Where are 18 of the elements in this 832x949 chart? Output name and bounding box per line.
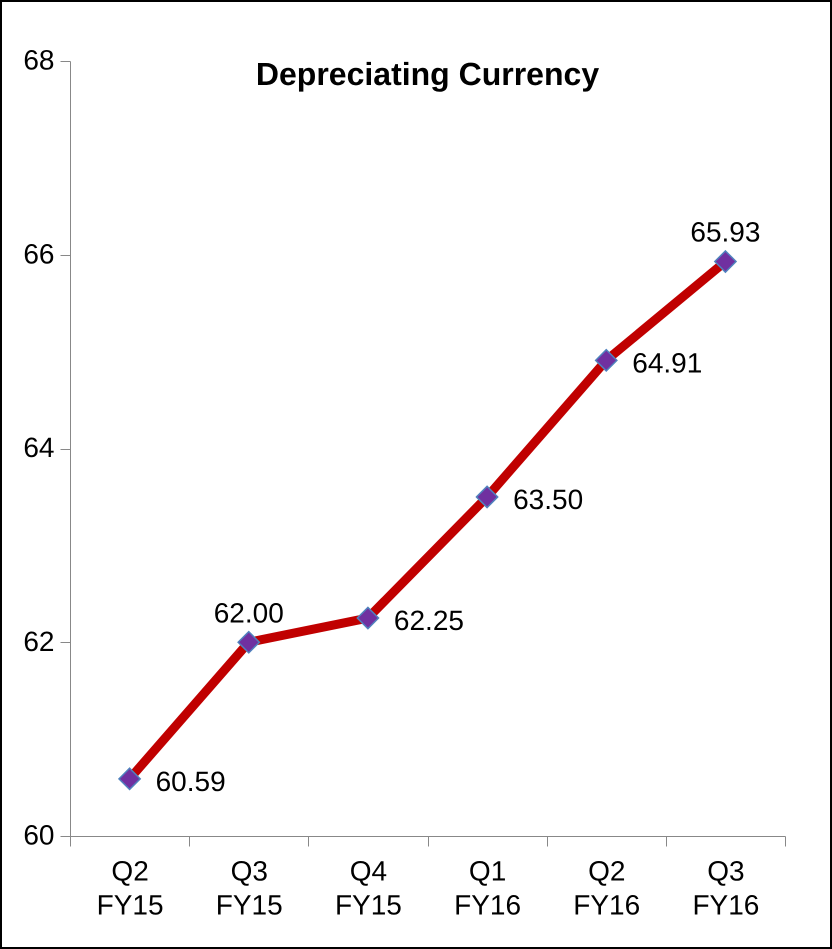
y-tick-label: 62 (23, 626, 54, 657)
text: 63.50 (513, 484, 584, 515)
y-tick-label: 68 (23, 44, 54, 76)
text: 62.25 (394, 605, 464, 636)
chart-title: Depreciating Currency (256, 56, 600, 92)
x-tick-label: Q1 FY16 (454, 856, 522, 920)
y-tick-label: 60 (23, 820, 54, 850)
x-tick-label: Q3 FY15 (216, 856, 283, 920)
x-tick-label: Q2 FY16 (573, 856, 640, 920)
text: 60.59 (156, 766, 226, 797)
y-tick-label: 66 (23, 238, 54, 270)
text: 62.00 (214, 597, 284, 628)
text: 64.91 (632, 347, 702, 378)
text: 65.93 (690, 216, 760, 248)
x-tick-label: Q4 FY15 (334, 856, 402, 920)
x-tick-label: Q2 FY15 (96, 856, 164, 920)
y-tick-label: 64 (23, 432, 54, 463)
x-tick-label: Q3 FY16 (692, 856, 760, 920)
